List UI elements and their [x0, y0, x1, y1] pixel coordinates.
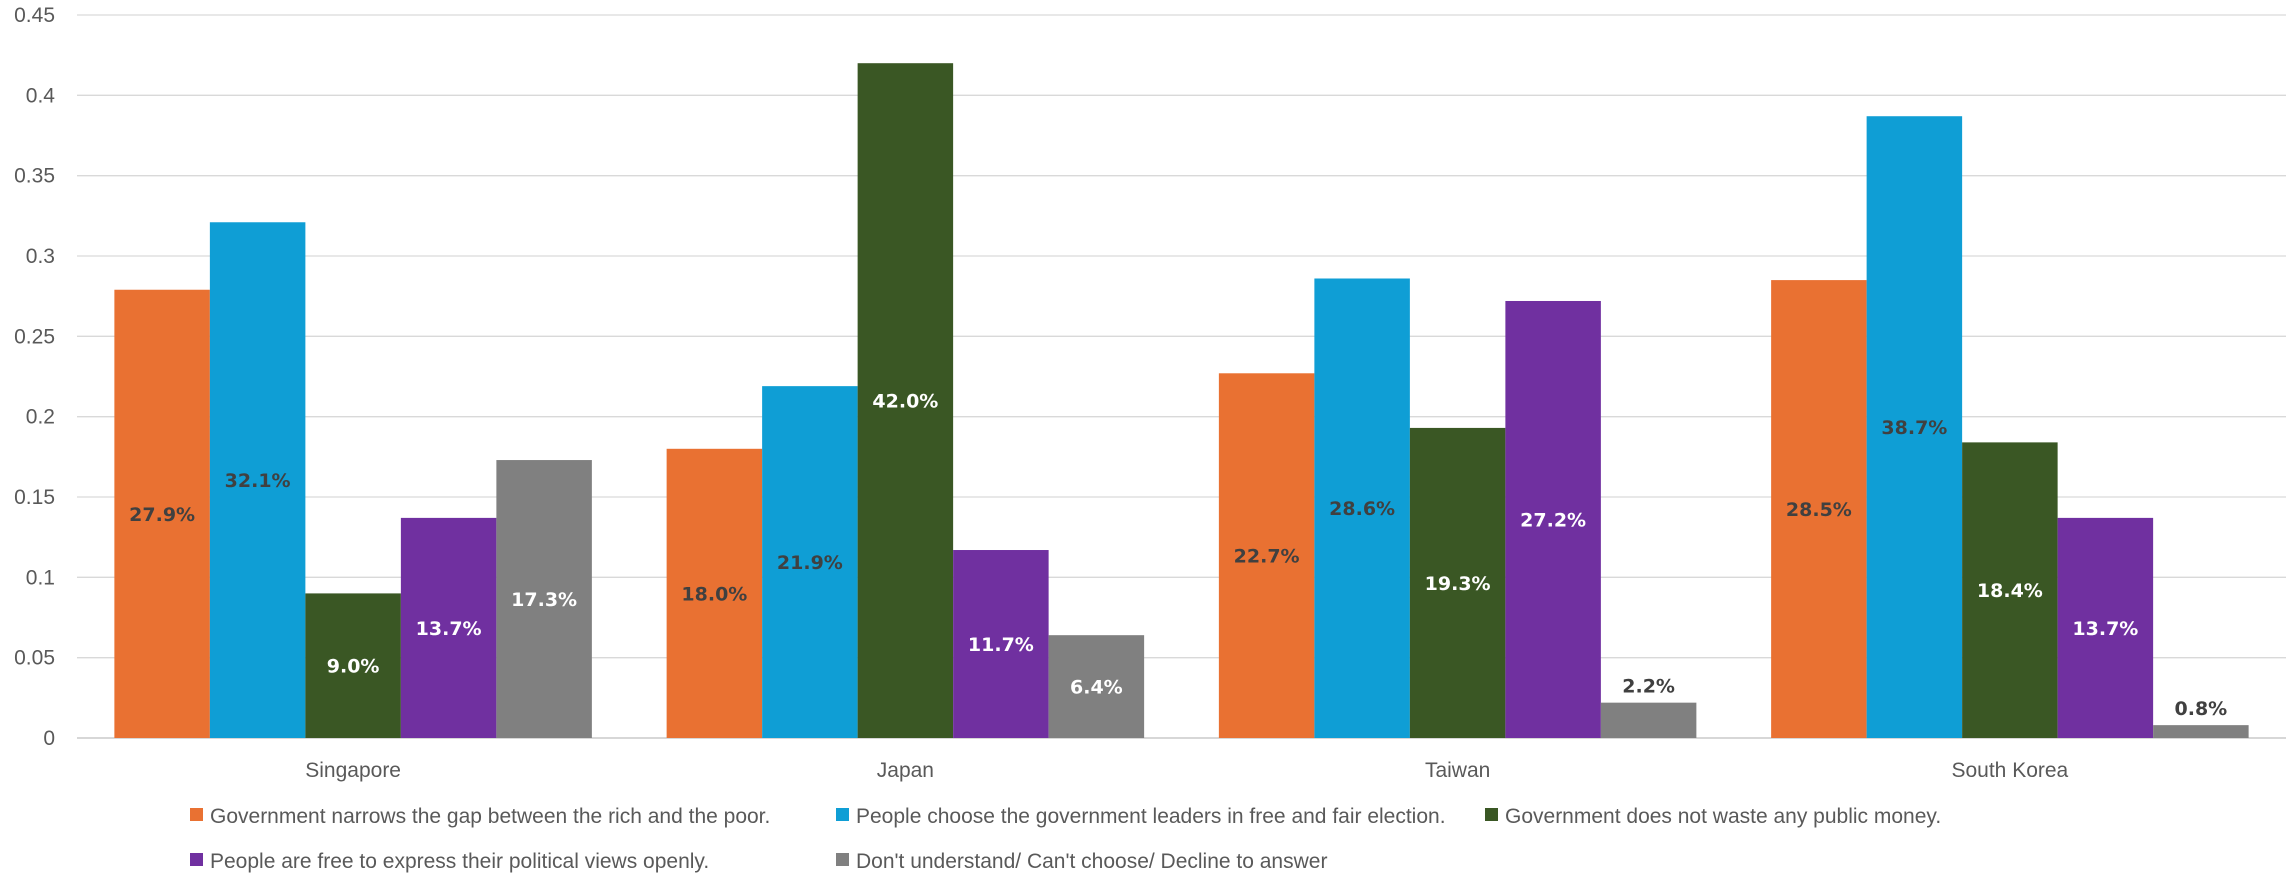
- data-labels: 27.9% 32.1% 9.0% 13.7% 17.3% 18.0% 21.9% 42.0% 1…: [129, 391, 2227, 721]
- x-category-label: Singapore: [305, 759, 401, 782]
- bar: [953, 550, 1049, 738]
- legend-label: Government narrows the gap between the r…: [210, 805, 770, 828]
- x-category-label: Taiwan: [1425, 759, 1490, 782]
- bar: [1218, 373, 1315, 738]
- data-label: 19.3%: [1425, 573, 1491, 595]
- bar: [2153, 725, 2249, 738]
- data-label: 28.5%: [1786, 499, 1852, 521]
- bar: [1409, 427, 1506, 738]
- bar: [1314, 278, 1410, 738]
- y-tick-label: 0.45: [14, 4, 55, 27]
- data-label: 13.7%: [416, 618, 482, 640]
- data-label: 11.7%: [968, 634, 1034, 656]
- data-label: 22.7%: [1234, 546, 1300, 568]
- y-tick-label: 0.2: [26, 406, 55, 429]
- data-label: 27.2%: [1520, 509, 1586, 531]
- data-label: 9.0%: [327, 656, 380, 678]
- y-tick-label: 0: [43, 727, 55, 750]
- y-axis: 0 0.05 0.1 0.15 0.2 0.25 0.3 0.35 0.4 0.45: [14, 4, 55, 750]
- legend-label: Don't understand/ Can't choose/ Decline …: [856, 850, 1327, 873]
- legend-item: Government does not waste any public mon…: [1485, 805, 1941, 828]
- y-tick-label: 0.3: [26, 245, 55, 268]
- y-tick-label: 0.05: [14, 647, 55, 670]
- x-category-label: Japan: [877, 759, 934, 782]
- bar: [496, 460, 592, 738]
- legend-label: People are free to express their politic…: [210, 850, 709, 873]
- y-tick-label: 0.1: [26, 566, 55, 589]
- bar: [1600, 702, 1697, 738]
- bar: [400, 517, 497, 738]
- data-label: 13.7%: [2072, 618, 2138, 640]
- legend-swatch: [836, 808, 849, 821]
- data-label: 42.0%: [872, 391, 938, 413]
- bar: [2057, 517, 2154, 738]
- data-label: 18.4%: [1977, 580, 2043, 602]
- bar: [666, 448, 763, 738]
- data-label: 21.9%: [777, 552, 843, 574]
- data-label: 32.1%: [225, 470, 291, 492]
- bars: [114, 63, 2249, 739]
- bar: [1962, 442, 2058, 738]
- legend-label: Government does not waste any public mon…: [1505, 805, 1941, 828]
- bar: [209, 222, 306, 738]
- legend-item: People choose the government leaders in …: [836, 805, 1446, 828]
- data-label: 18.0%: [681, 583, 747, 605]
- legend-swatch: [1485, 808, 1498, 821]
- legend-item: Government narrows the gap between the r…: [190, 805, 770, 828]
- bar: [857, 63, 954, 738]
- legend-swatch: [190, 853, 203, 866]
- x-axis: Singapore Japan Taiwan South Korea: [305, 759, 2068, 782]
- legend-label: People choose the government leaders in …: [856, 805, 1446, 828]
- bar: [762, 386, 858, 738]
- legend-item: People are free to express their politic…: [190, 850, 709, 873]
- bar: [1771, 280, 1867, 738]
- data-label: 0.8%: [2175, 698, 2228, 720]
- legend-item: Don't understand/ Can't choose/ Decline …: [836, 850, 1327, 873]
- y-tick-label: 0.25: [14, 325, 55, 348]
- data-label: 27.9%: [129, 504, 195, 526]
- bar: [305, 593, 401, 738]
- data-label: 6.4%: [1070, 677, 1123, 699]
- y-tick-label: 0.4: [26, 84, 56, 107]
- data-label: 17.3%: [511, 589, 577, 611]
- legend-swatch: [836, 853, 849, 866]
- legend: Government narrows the gap between the r…: [190, 805, 1941, 873]
- bar: [1048, 635, 1145, 738]
- x-category-label: South Korea: [1951, 759, 2068, 782]
- data-label: 2.2%: [1622, 676, 1675, 698]
- bar: [1505, 300, 1601, 738]
- legend-swatch: [190, 808, 203, 821]
- data-label: 38.7%: [1881, 417, 1947, 439]
- y-tick-label: 0.15: [14, 486, 55, 509]
- bar: [1866, 116, 1963, 739]
- bar: [114, 289, 210, 738]
- data-label: 28.6%: [1329, 498, 1395, 520]
- y-tick-label: 0.35: [14, 165, 55, 188]
